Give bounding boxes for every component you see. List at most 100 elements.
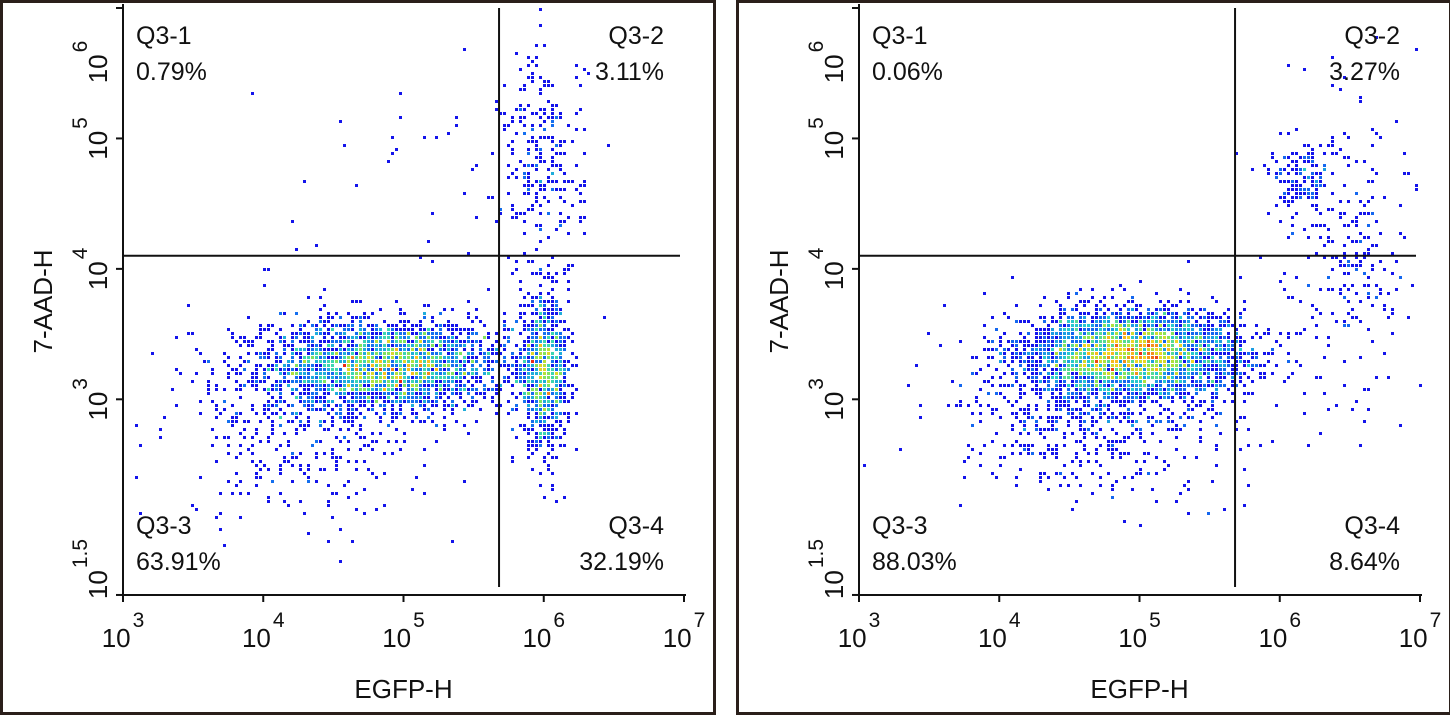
event-dot <box>551 108 554 111</box>
event-dot <box>1303 156 1306 159</box>
event-dot <box>1087 352 1090 355</box>
event-dot <box>491 380 494 383</box>
event-dot <box>159 428 162 431</box>
event-dot <box>1079 356 1082 359</box>
event-dot <box>355 416 358 419</box>
event-dot <box>387 160 390 163</box>
event-dot <box>1187 488 1190 491</box>
event-dot <box>207 388 210 391</box>
event-dot <box>563 360 566 363</box>
event-dot <box>1147 416 1150 419</box>
event-dot <box>531 364 534 367</box>
event-dot <box>391 364 394 367</box>
event-dot <box>435 380 438 383</box>
event-dot <box>479 320 482 323</box>
event-dot <box>351 364 354 367</box>
event-dot <box>547 272 550 275</box>
event-dot <box>191 332 194 335</box>
event-dot <box>1211 384 1214 387</box>
event-dot <box>1171 388 1174 391</box>
event-dot <box>547 316 550 319</box>
event-dot <box>1095 388 1098 391</box>
event-dot <box>1043 456 1046 459</box>
event-dot <box>295 332 298 335</box>
event-dot <box>427 388 430 391</box>
event-dot <box>375 508 378 511</box>
event-dot <box>343 324 346 327</box>
event-dot <box>427 416 430 419</box>
event-dot <box>539 24 542 27</box>
event-dot <box>543 460 546 463</box>
event-dot <box>331 420 334 423</box>
event-dot <box>1311 172 1314 175</box>
event-dot <box>1027 416 1030 419</box>
event-dot <box>231 416 234 419</box>
event-dot <box>1323 152 1326 155</box>
event-dot <box>535 164 538 167</box>
event-dot <box>1363 388 1366 391</box>
event-dot <box>503 360 506 363</box>
event-dot <box>339 356 342 359</box>
event-dot <box>1171 356 1174 359</box>
event-dot <box>163 416 166 419</box>
event-dot <box>1123 352 1126 355</box>
event-dot <box>419 420 422 423</box>
event-dot <box>1155 392 1158 395</box>
event-dot <box>311 340 314 343</box>
event-dot <box>1115 328 1118 331</box>
event-dot <box>331 316 334 319</box>
event-dot <box>1011 276 1014 279</box>
event-dot <box>459 372 462 375</box>
event-dot <box>1091 296 1094 299</box>
event-dot <box>551 356 554 359</box>
event-dot <box>1131 488 1134 491</box>
event-dot <box>1091 332 1094 335</box>
event-dot <box>1143 460 1146 463</box>
event-dot <box>467 392 470 395</box>
event-dot <box>455 348 458 351</box>
event-dot <box>1259 372 1262 375</box>
event-dot <box>271 324 274 327</box>
event-dot <box>1079 328 1082 331</box>
event-dot <box>511 328 514 331</box>
event-dot <box>359 404 362 407</box>
event-dot <box>1199 336 1202 339</box>
event-dot <box>1195 356 1198 359</box>
event-dot <box>1311 304 1314 307</box>
event-dot <box>379 416 382 419</box>
event-dot <box>259 420 262 423</box>
event-dot <box>359 352 362 355</box>
event-dot <box>287 404 290 407</box>
event-dot <box>1127 360 1130 363</box>
event-dot <box>391 384 394 387</box>
event-dot <box>999 456 1002 459</box>
event-dot <box>443 364 446 367</box>
event-dot <box>519 104 522 107</box>
event-dot <box>1159 320 1162 323</box>
event-dot <box>559 356 562 359</box>
event-dot <box>555 360 558 363</box>
event-dot <box>535 296 538 299</box>
event-dot <box>519 376 522 379</box>
event-dot <box>363 384 366 387</box>
event-dot <box>1151 332 1154 335</box>
event-dot <box>287 360 290 363</box>
event-dot <box>303 428 306 431</box>
event-dot <box>1119 316 1122 319</box>
event-dot <box>991 472 994 475</box>
quadrant-percent: 3.11% <box>595 58 664 86</box>
event-dot <box>1095 404 1098 407</box>
event-dot <box>515 344 518 347</box>
event-dot <box>1183 412 1186 415</box>
event-dot <box>1199 360 1202 363</box>
event-dot <box>1083 412 1086 415</box>
event-dot <box>1063 308 1066 311</box>
event-dot <box>1035 332 1038 335</box>
event-dot <box>507 412 510 415</box>
event-dot <box>1187 376 1190 379</box>
event-dot <box>527 396 530 399</box>
event-dot <box>1395 120 1398 123</box>
event-dot <box>1303 176 1306 179</box>
event-dot <box>1191 308 1194 311</box>
event-dot <box>1095 324 1098 327</box>
